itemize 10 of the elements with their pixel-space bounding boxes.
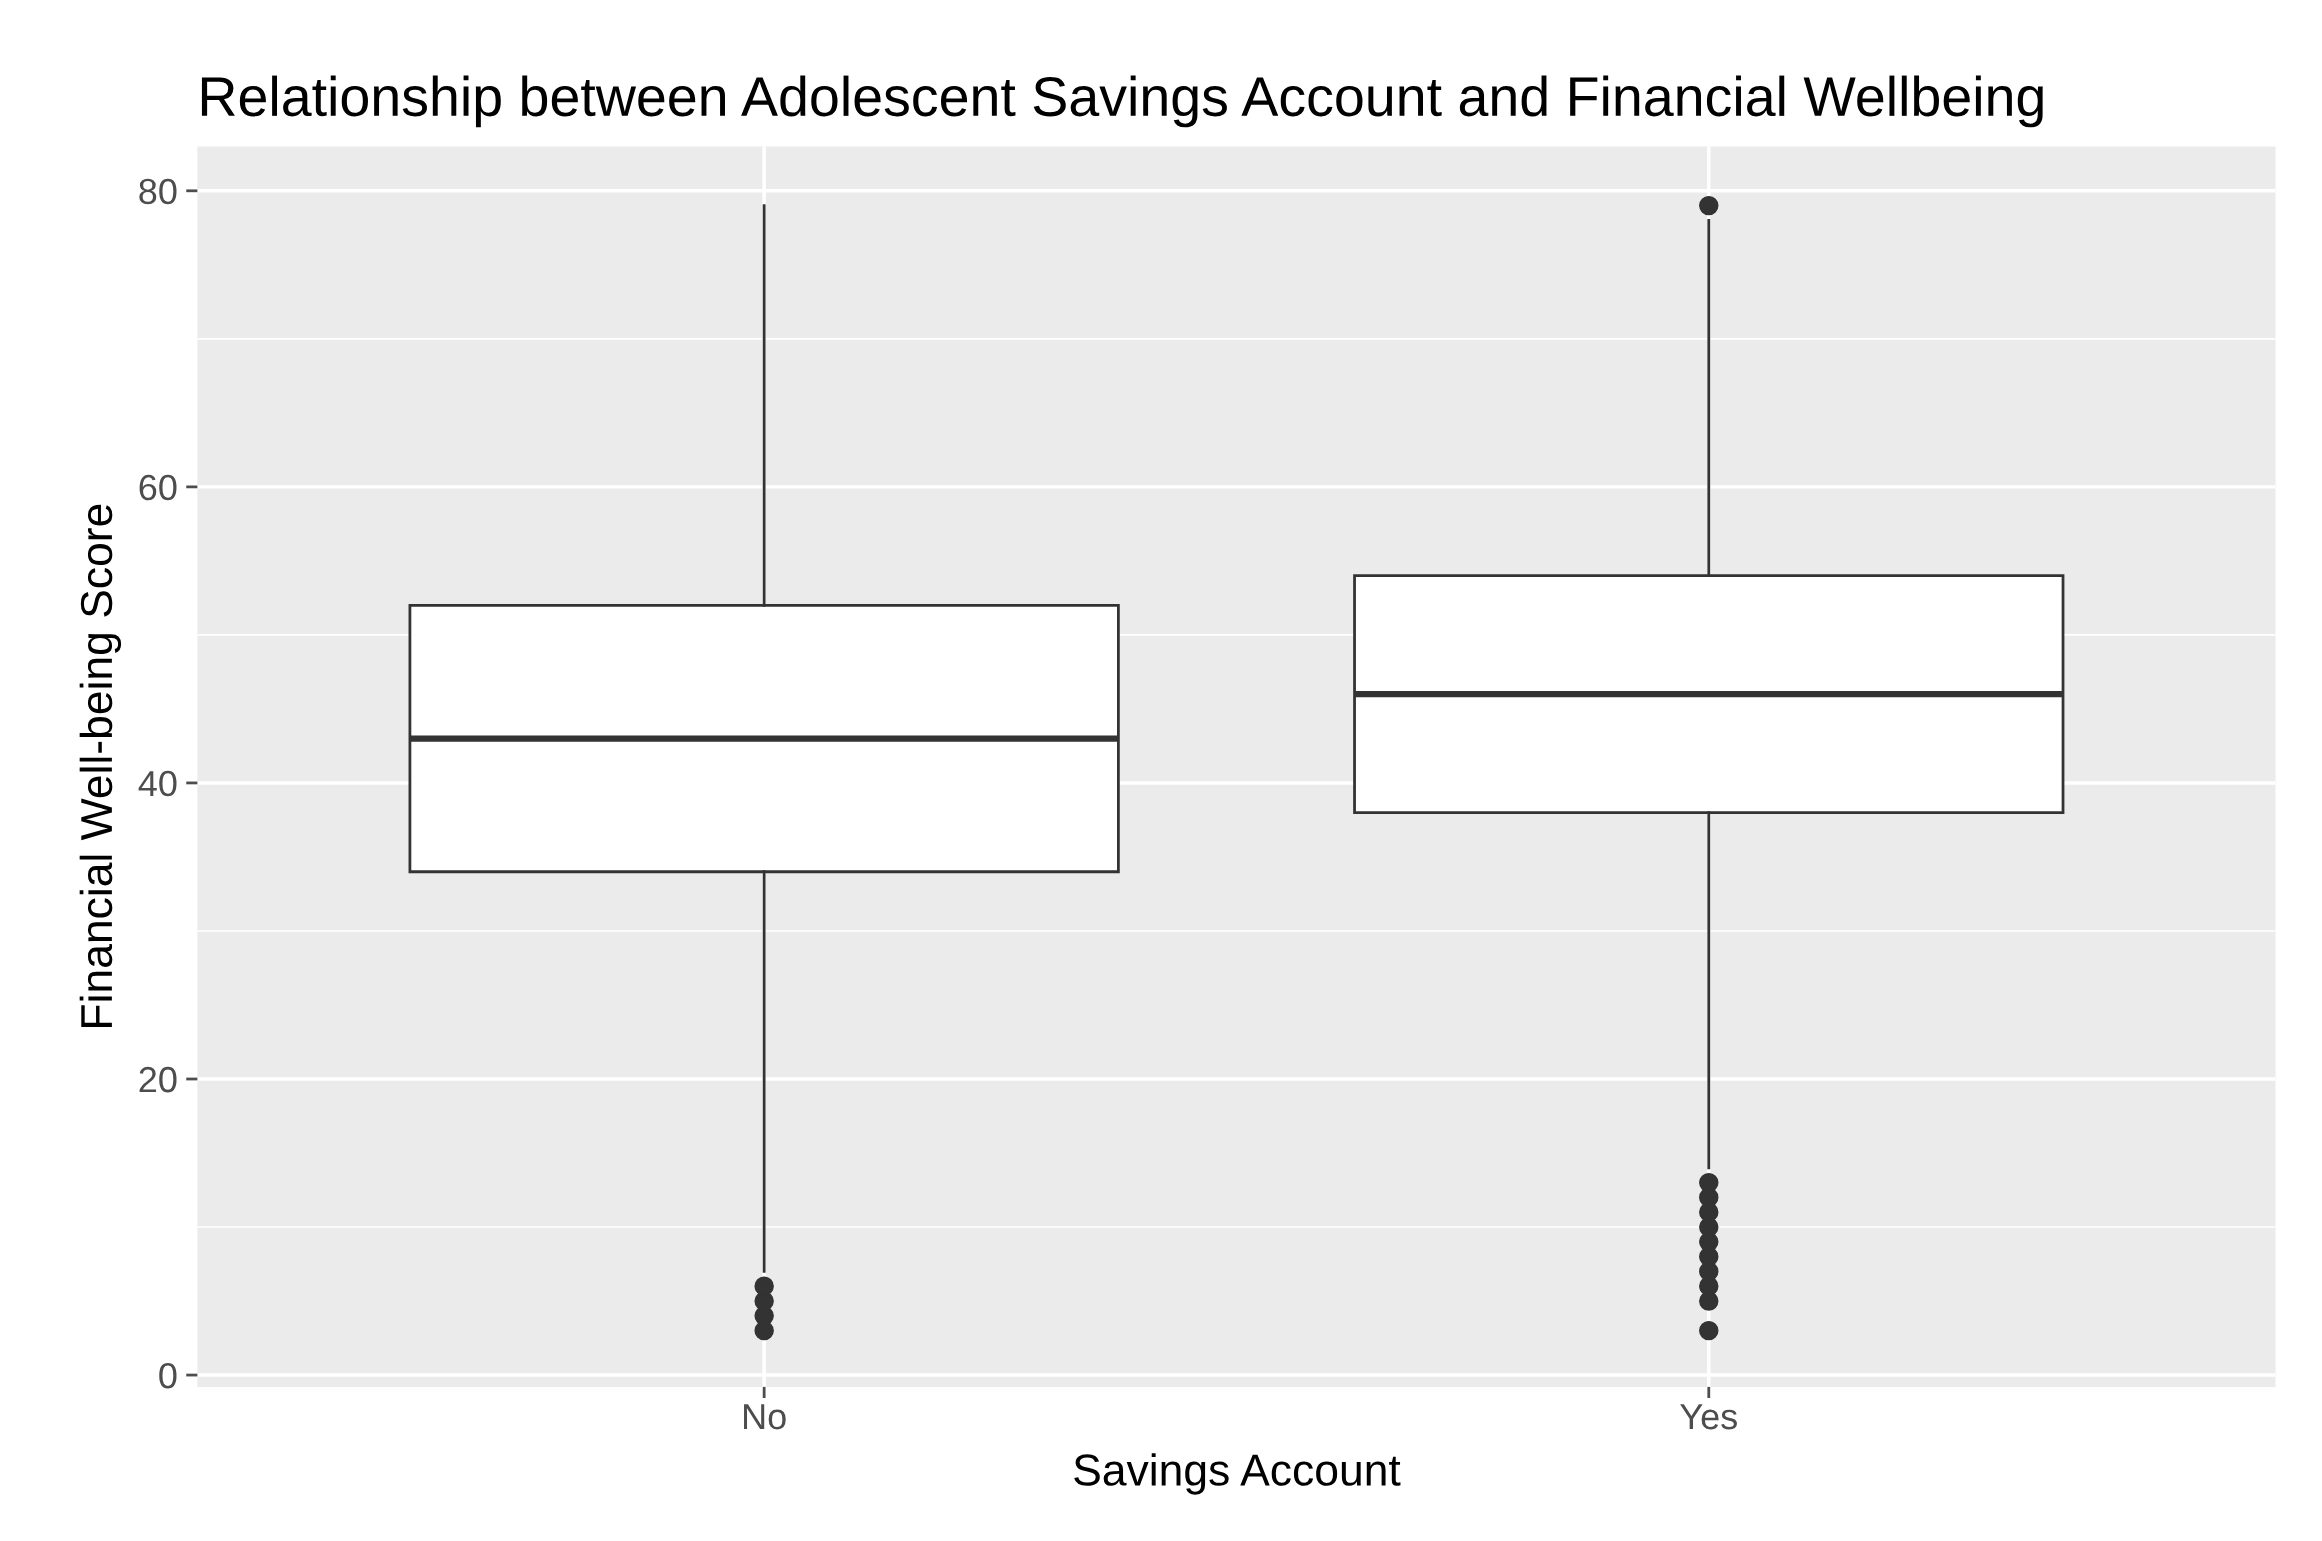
y-tick-label: 20 <box>139 1066 177 1093</box>
x-axis-title: Savings Account <box>1074 1453 1401 1495</box>
y-tick-label: 40 <box>138 770 177 797</box>
x-tick-label: No <box>744 1404 786 1430</box>
y-tick-label: 60 <box>139 474 177 501</box>
y-tick-label: 0 <box>159 1362 177 1389</box>
y-axis-title: Financial Well-being Score <box>79 504 122 1027</box>
y-tick-label: 80 <box>139 178 177 205</box>
chart-title: Relationship between Adolescent Savings Account and Financial Wellbeing <box>201 75 2043 128</box>
x-tick-label: Yes <box>1680 1404 1737 1430</box>
